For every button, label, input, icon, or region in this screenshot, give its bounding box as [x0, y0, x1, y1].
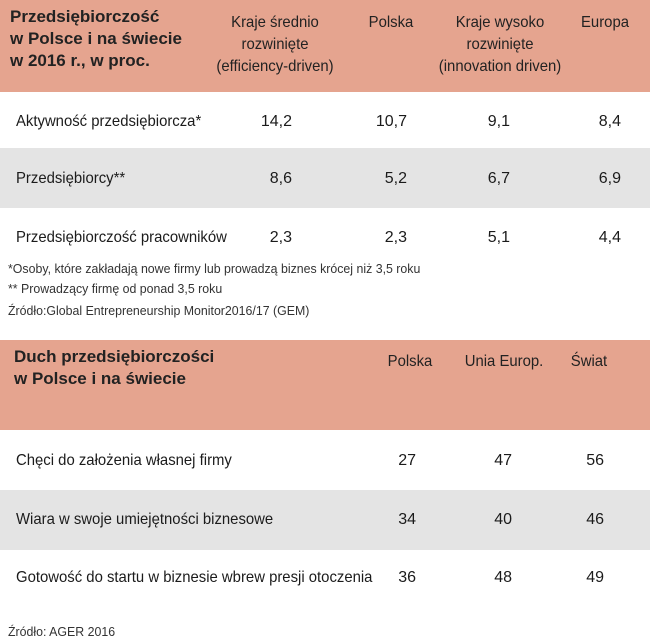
table-cell: 36: [398, 569, 416, 586]
col-header-line: (efficiency-driven): [216, 58, 334, 75]
table1-header: [0, 0, 650, 92]
table-row: [0, 550, 650, 610]
table2-title-line: w Polsce i na świecie: [14, 369, 186, 388]
table-cell: 2,3: [384, 229, 407, 246]
table2-title-line: Duch przedsiębiorczości: [14, 347, 215, 366]
table2-header: [0, 340, 650, 430]
table-cell: 49: [586, 569, 604, 586]
col-header-line: Kraje wysoko: [455, 14, 545, 31]
row-label: Przedsiębiorczość pracowników: [16, 229, 227, 246]
col-header-line: (innovation driven): [438, 58, 562, 75]
table1-title-line: w 2016 r., w proc.: [10, 51, 150, 70]
source-note: Źródło:Global Entrepreneurship Monitor20…: [8, 303, 310, 318]
footnote: *Osoby, które zakładają nowe firmy lub p…: [8, 261, 421, 276]
table2-col-header-swiat: Świat: [570, 353, 608, 370]
table2-col-header-ue: Unia Europ.: [464, 353, 544, 370]
table1-col-header-europa: Europa: [572, 12, 637, 34]
table-cell: 46: [586, 511, 604, 528]
table-cell: 5,1: [487, 229, 510, 246]
table-cell: 5,2: [384, 170, 407, 187]
table-cell: 2,3: [269, 229, 292, 246]
table1-title-line: w Polsce i na świecie: [10, 29, 182, 48]
row-label: Wiara w swoje umiejętności biznesowe: [16, 511, 274, 528]
table-cell: 48: [494, 569, 512, 586]
table-cell: 8,4: [598, 113, 621, 130]
table-row: [0, 430, 650, 490]
col-header-line: Polska: [368, 14, 414, 31]
table2-col-header-polska: Polska: [387, 353, 433, 370]
table2-title: Duch przedsiębiorczości w Polsce i na św…: [14, 346, 214, 390]
table-row: [0, 208, 650, 260]
col-header-line: rozwinięte: [241, 36, 309, 53]
table-cell: 27: [398, 452, 416, 469]
table-cell: 14,2: [260, 113, 292, 130]
row-label: Gotowość do startu w biznesie wbrew pres…: [16, 569, 373, 586]
table-cell: 6,7: [487, 170, 510, 187]
table1-title-line: Przedsiębiorczość: [10, 7, 160, 26]
table-cell: 34: [398, 511, 416, 528]
source-note: Źródło: AGER 2016: [8, 624, 116, 639]
row-label: Przedsiębiorcy**: [16, 170, 126, 187]
table-cell: 47: [494, 452, 512, 469]
col-header-line: Kraje średnio: [231, 14, 319, 31]
table-row: [0, 92, 650, 148]
table-cell: 8,6: [269, 170, 292, 187]
table-cell: 10,7: [375, 113, 407, 130]
table-cell: 9,1: [487, 113, 510, 130]
row-label: Chęci do założenia własnej firmy: [16, 452, 232, 469]
table1-title: Przedsiębiorczość w Polsce i na świecie …: [10, 6, 182, 72]
table-cell: 6,9: [598, 170, 621, 187]
table-cell: 56: [586, 452, 604, 469]
table-cell: 40: [494, 511, 512, 528]
table1-col-header-innovation: Kraje wysoko rozwinięte (innovation driv…: [426, 12, 575, 78]
table-row: [0, 148, 650, 208]
table-cell: 4,4: [598, 229, 621, 246]
col-header-line: Europa: [581, 14, 629, 31]
table1-col-header-efficiency: Kraje średnio rozwinięte (efficiency-dri…: [201, 12, 350, 78]
footnote: ** Prowadzący firmę od ponad 3,5 roku: [8, 281, 223, 296]
table-row: [0, 490, 650, 550]
row-label: Aktywność przedsiębiorcza*: [16, 113, 202, 130]
col-header-line: rozwinięte: [466, 36, 534, 53]
table1-col-header-polska: Polska: [358, 12, 425, 34]
